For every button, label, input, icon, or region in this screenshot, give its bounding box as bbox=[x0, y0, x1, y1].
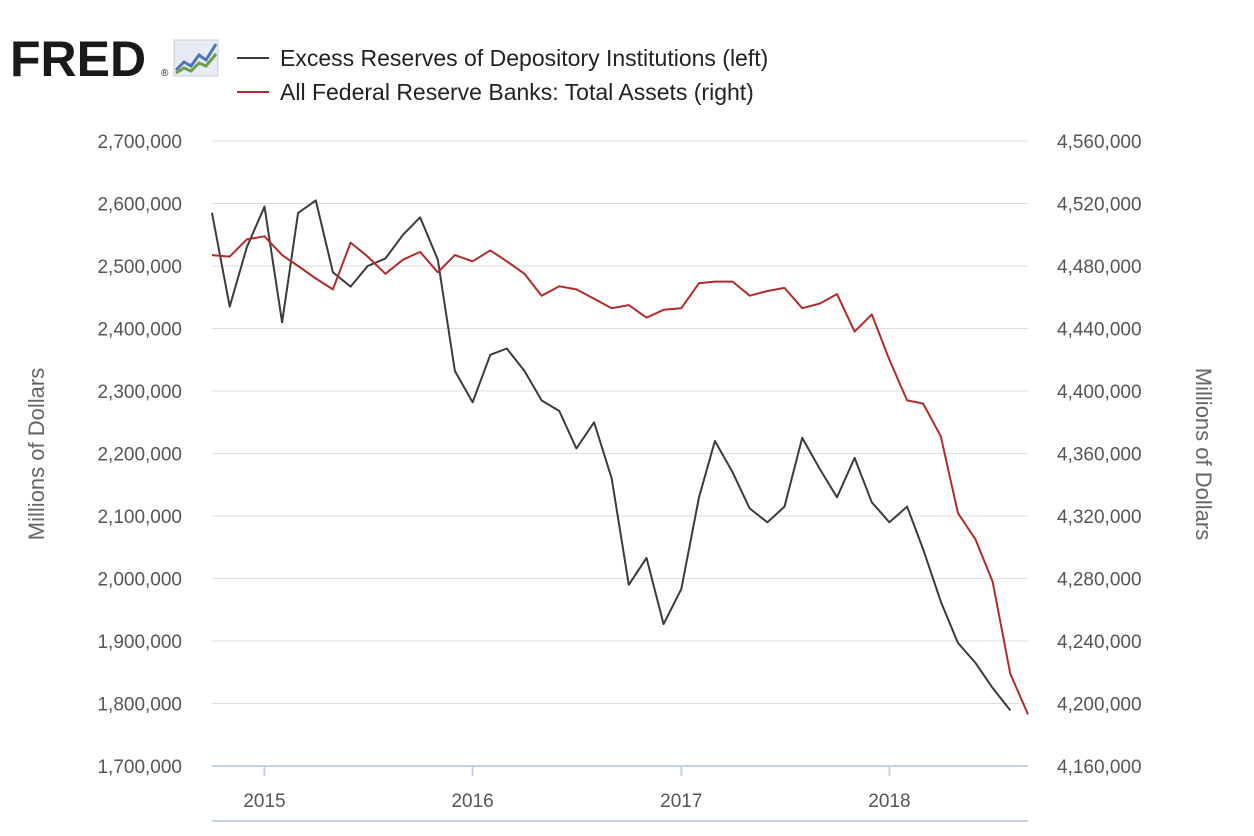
legend-item-total-assets[interactable]: All Federal Reserve Banks: Total Assets … bbox=[237, 79, 754, 105]
right-tick-label: 4,480,000 bbox=[1057, 257, 1142, 278]
left-tick-label: 2,200,000 bbox=[97, 445, 182, 466]
left-tick-label: 2,600,000 bbox=[97, 195, 182, 216]
logo-text: FRED bbox=[10, 31, 146, 87]
x-tick-label: 2017 bbox=[660, 791, 702, 812]
logo-registered-mark: ® bbox=[161, 68, 169, 79]
right-tick-label: 4,320,000 bbox=[1057, 507, 1142, 528]
left-tick-label: 2,400,000 bbox=[97, 320, 182, 341]
logo-graph-icon bbox=[173, 39, 219, 77]
legend-label-excess-reserves: Excess Reserves of Depository Institutio… bbox=[280, 45, 768, 71]
gridlines bbox=[212, 140, 1028, 704]
right-axis-ticks: 4,160,000 4,200,000 4,240,000 4,280,000 4,32… bbox=[1057, 132, 1142, 778]
right-tick-label: 4,280,000 bbox=[1057, 570, 1142, 591]
legend-item-excess-reserves[interactable]: Excess Reserves of Depository Institutio… bbox=[237, 45, 768, 71]
left-tick-label: 2,300,000 bbox=[97, 382, 182, 403]
left-tick-label: 1,900,000 bbox=[97, 632, 182, 653]
right-tick-label: 4,160,000 bbox=[1057, 757, 1142, 778]
right-tick-label: 4,440,000 bbox=[1057, 320, 1142, 341]
series-layer bbox=[211, 199, 1029, 715]
left-tick-label: 2,500,000 bbox=[97, 257, 182, 278]
x-tick-label: 2016 bbox=[451, 791, 493, 812]
legend-label-total-assets: All Federal Reserve Banks: Total Assets … bbox=[280, 79, 754, 105]
left-axis-ticks: 1,700,000 1,800,000 1,900,000 2,000,000 2,10… bbox=[97, 132, 182, 778]
right-axis-title: Millions of Dollars bbox=[1191, 368, 1216, 540]
right-tick-label: 4,240,000 bbox=[1057, 632, 1142, 653]
left-tick-label: 2,000,000 bbox=[97, 570, 182, 591]
right-tick-label: 4,200,000 bbox=[1057, 695, 1142, 716]
right-tick-label: 4,560,000 bbox=[1057, 132, 1142, 153]
series-line-excess-reserves bbox=[211, 199, 1012, 712]
left-axis-title: Millions of Dollars bbox=[24, 368, 49, 540]
left-tick-label: 1,800,000 bbox=[97, 695, 182, 716]
right-tick-label: 4,400,000 bbox=[1057, 382, 1142, 403]
fred-logo: FRED ® bbox=[10, 31, 219, 87]
series-line-total-assets bbox=[211, 235, 1029, 715]
left-tick-label: 2,100,000 bbox=[97, 507, 182, 528]
right-tick-label: 4,360,000 bbox=[1057, 445, 1142, 466]
x-axis: 2015 2016 2017 2018 bbox=[212, 765, 1028, 822]
right-tick-label: 4,520,000 bbox=[1057, 195, 1142, 216]
x-tick-label: 2018 bbox=[868, 791, 910, 812]
legend: Excess Reserves of Depository Institutio… bbox=[237, 45, 768, 105]
left-tick-label: 2,700,000 bbox=[97, 132, 182, 153]
x-tick-label: 2015 bbox=[243, 791, 285, 812]
left-tick-label: 1,700,000 bbox=[97, 757, 182, 778]
